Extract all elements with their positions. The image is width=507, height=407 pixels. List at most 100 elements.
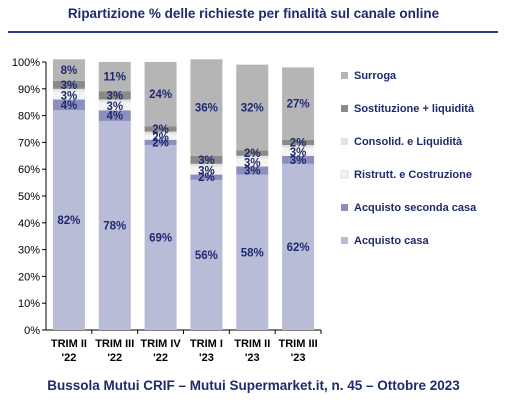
data-label: 2%: [152, 137, 169, 149]
data-label: 2%: [290, 137, 307, 149]
x-tick-label: '22: [107, 352, 122, 364]
data-label: 3%: [106, 101, 123, 113]
bar-segment: [52, 88, 85, 92]
data-label: 4%: [61, 100, 78, 112]
y-tick-label: 20%: [18, 271, 40, 283]
legend-label: Consolid. e Liquidità: [354, 136, 463, 148]
data-label: 62%: [287, 242, 310, 254]
bar-segment: [52, 110, 85, 331]
bar-segment: [236, 155, 269, 159]
data-label: 82%: [57, 215, 80, 227]
x-tick-label: TRIM III: [279, 338, 318, 350]
data-label: 3%: [290, 155, 307, 167]
bar-segment: [190, 59, 223, 156]
bar-segment: [98, 62, 131, 92]
data-label: 36%: [195, 103, 218, 115]
data-label: 58%: [241, 247, 264, 259]
data-label: 3%: [61, 80, 78, 92]
data-label: 3%: [61, 91, 78, 103]
legend-label: Acquisto casa: [354, 235, 429, 247]
bar-segment: [190, 166, 223, 175]
data-label: 4%: [106, 111, 123, 123]
chart-title: Ripartizione % delle richieste per final…: [67, 6, 440, 21]
bar-segment: [98, 110, 131, 121]
bar-segment: [236, 166, 269, 175]
bar-segment: [144, 62, 177, 127]
legend-swatch: [340, 170, 349, 179]
bar-segment: [236, 174, 269, 330]
bar-segment: [98, 102, 131, 111]
legend-label: Surroga: [354, 70, 397, 82]
bar-segment: [282, 155, 315, 164]
bar-segment: [190, 174, 223, 180]
bar-segment: [236, 158, 269, 167]
bar-segment: [98, 120, 131, 331]
legend-swatch: [341, 138, 348, 145]
y-tick-label: 0%: [24, 325, 40, 337]
y-tick-label: 90%: [18, 84, 40, 96]
bar-segment: [144, 131, 177, 135]
bar-segment: [282, 139, 315, 146]
bar-segment: [144, 139, 177, 146]
bar-segment: [98, 91, 131, 100]
legend-label: Sostituzione + liquidità: [354, 103, 475, 115]
data-label: 2%: [198, 172, 215, 184]
bar-segment: [282, 147, 315, 156]
y-tick-label: 60%: [18, 164, 40, 176]
legend-label: Acquisto seconda casa: [354, 202, 477, 214]
data-label: 11%: [104, 72, 126, 84]
x-tick-label: TRIM IV: [140, 338, 181, 350]
y-tick-label: 100%: [12, 57, 40, 69]
legend-swatch: [341, 204, 348, 211]
footer-source: Bussola Mutui CRIF – Mutui Supermarket.i…: [47, 378, 460, 393]
x-tick-label: '23: [199, 352, 214, 364]
data-label: 78%: [103, 220, 126, 232]
bar-segment: [52, 91, 85, 100]
data-label: 69%: [149, 233, 172, 245]
data-label: 3%: [198, 166, 215, 178]
data-label: 3%: [198, 155, 215, 167]
data-label: 8%: [61, 65, 78, 77]
data-label: 27%: [287, 99, 310, 111]
x-tick-label: TRIM III: [95, 338, 134, 350]
y-tick-label: 40%: [18, 218, 40, 230]
legend-label: Ristrutt. e Costruzione: [354, 169, 472, 181]
x-tick-label: TRIM I: [190, 338, 223, 350]
legend-swatch: [341, 72, 348, 79]
data-label: 3%: [290, 147, 307, 159]
data-label: 2%: [152, 132, 169, 144]
bar-segment: [52, 80, 85, 89]
data-label: 32%: [241, 103, 264, 115]
x-tick-label: TRIM II: [234, 338, 270, 350]
data-label: 3%: [244, 158, 261, 170]
bar-segment: [52, 99, 85, 111]
data-label: 2%: [244, 148, 261, 160]
y-tick-label: 50%: [18, 191, 40, 203]
data-label: 3%: [244, 166, 261, 178]
bar-segment: [144, 126, 177, 132]
bar-segment: [236, 64, 269, 151]
legend-swatch: [341, 237, 348, 244]
x-tick-label: '22: [153, 352, 168, 364]
title-rule: [8, 31, 498, 33]
x-tick-label: '22: [61, 352, 76, 364]
bar-segment: [190, 179, 223, 330]
y-tick-label: 80%: [18, 111, 40, 123]
y-tick-label: 70%: [18, 137, 40, 149]
data-label: 24%: [149, 89, 172, 101]
bar-segment: [190, 163, 223, 167]
bar-segment: [52, 59, 85, 81]
data-label: 2%: [152, 124, 169, 136]
bar-segment: [236, 150, 269, 156]
bar-segment: [144, 134, 177, 140]
bar-segment: [282, 145, 315, 148]
bar-segment: [98, 99, 131, 103]
legend-swatch: [341, 105, 348, 112]
x-tick-label: '23: [245, 352, 260, 364]
data-label: 3%: [106, 91, 123, 103]
x-tick-label: TRIM II: [51, 338, 87, 350]
bar-segment: [282, 67, 315, 140]
bar-segment: [190, 155, 223, 164]
bar-segment: [282, 163, 315, 330]
